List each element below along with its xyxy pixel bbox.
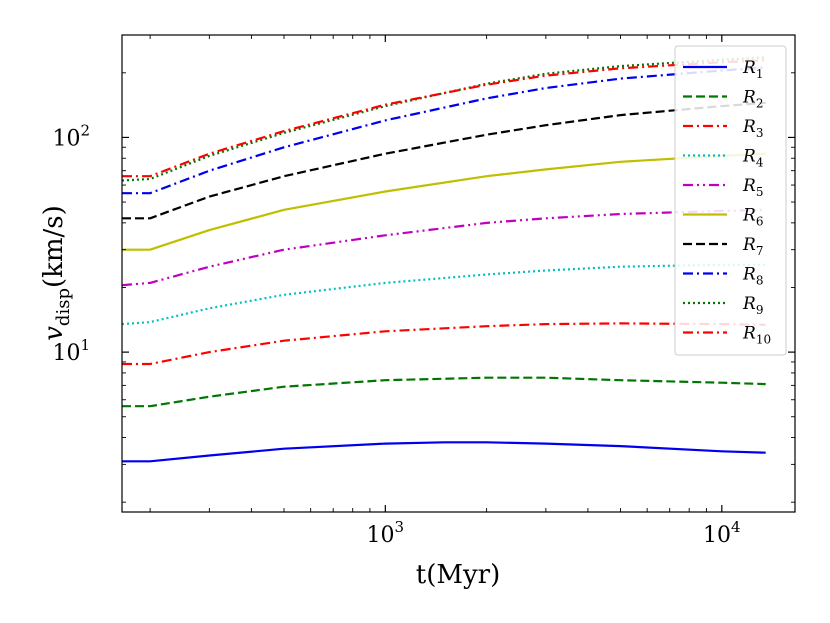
y-tick-label-1: 102 bbox=[52, 121, 90, 151]
plot-frame bbox=[121, 34, 796, 513]
series-line-r2 bbox=[122, 376, 766, 408]
x-tick-label-0: 103 bbox=[367, 518, 405, 548]
legend-label-r4: R4 bbox=[742, 147, 764, 170]
y-axis-title-main: v bbox=[39, 326, 69, 341]
legend-label-r7: R7 bbox=[742, 235, 763, 258]
svg-text:vdisp(km/s): vdisp(km/s) bbox=[39, 205, 74, 341]
legend-label-r10: R10 bbox=[742, 324, 771, 347]
x-axis-title: t(Myr) bbox=[416, 560, 500, 590]
legend-label-r2: R2 bbox=[742, 88, 763, 111]
x-tick-label-1: 104 bbox=[703, 518, 741, 548]
series-line-r7 bbox=[122, 101, 766, 220]
legend-label-r8: R8 bbox=[742, 265, 763, 288]
y-tick-label-0: 101 bbox=[52, 336, 90, 366]
series-line-r10 bbox=[122, 59, 766, 178]
legend-box bbox=[674, 45, 787, 356]
legend-items: R1 R2 R3 R4 R5 R6 R7 R8 R9 R10 bbox=[683, 58, 771, 347]
y-axis-title: vdisp(km/s) bbox=[39, 205, 74, 341]
series-layer bbox=[122, 56, 766, 463]
y-axis-title-sub: disp bbox=[53, 288, 74, 326]
legend-label-r5: R5 bbox=[742, 176, 763, 199]
series-line-r1 bbox=[122, 441, 766, 463]
series-line-r5 bbox=[122, 208, 766, 287]
y-axis-title-units: (km/s) bbox=[39, 205, 69, 288]
legend: R1 R2 R3 R4 R5 R6 R7 R8 R9 R10 bbox=[674, 45, 787, 356]
series-line-r8 bbox=[122, 66, 766, 195]
legend-label-r1: R1 bbox=[742, 58, 763, 81]
legend-label-r6: R6 bbox=[742, 206, 763, 229]
legend-label-r3: R3 bbox=[742, 117, 763, 140]
ticks-layer: 103 104 101 102 bbox=[52, 35, 795, 548]
series-line-r6 bbox=[122, 152, 766, 251]
legend-label-r9: R9 bbox=[742, 294, 763, 317]
